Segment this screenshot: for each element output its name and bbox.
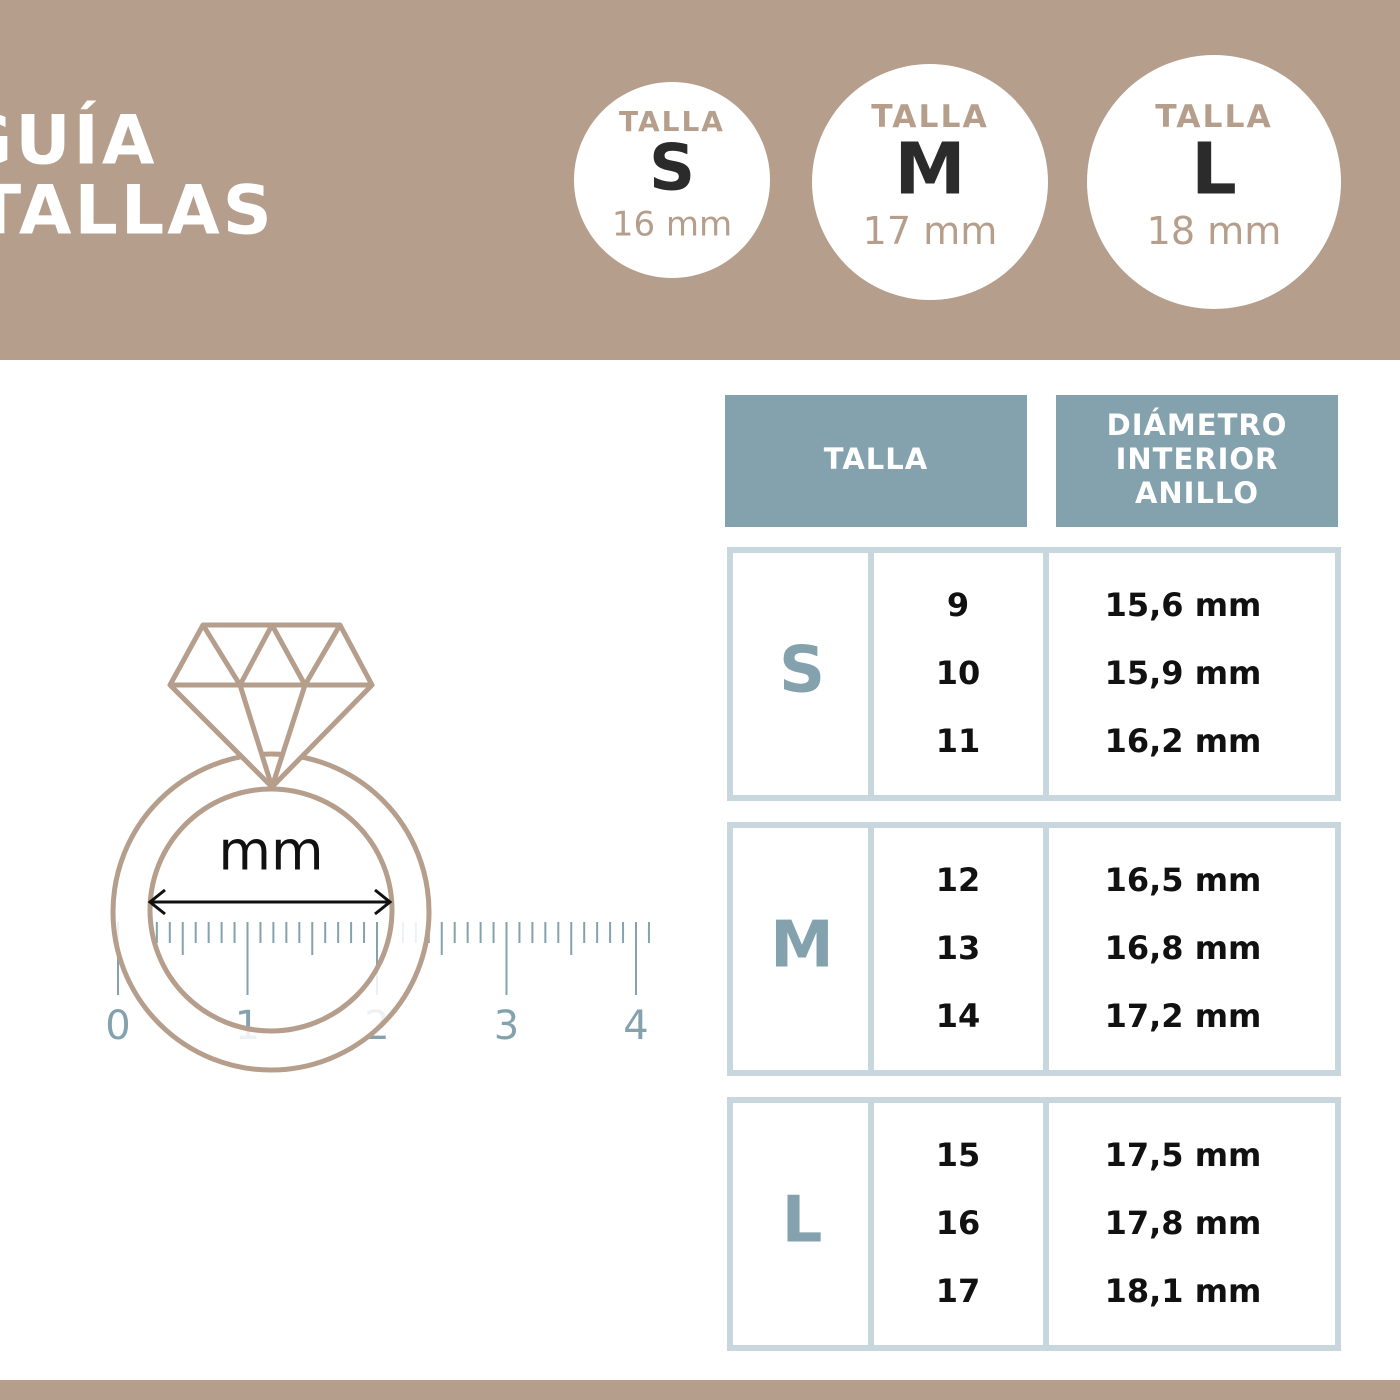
group-box (727, 1097, 1341, 1351)
measure-label: mm (218, 820, 323, 883)
badge-diameter: 18 mm (1147, 209, 1282, 253)
badge-size: L (1191, 127, 1237, 211)
ring-band (110, 751, 432, 1073)
ring-size: 11 (936, 722, 981, 760)
header-text: TALLA (824, 442, 928, 476)
ring-size: 16 (936, 1204, 981, 1242)
ring-diameter: 17,8 mm (1105, 1204, 1262, 1242)
ring-size: 14 (936, 997, 981, 1035)
ring-diameter: 16,5 mm (1105, 861, 1262, 899)
size-badge (812, 64, 1048, 300)
title-line: GUÍA (0, 101, 157, 181)
measure-arrow (147, 888, 393, 916)
ring-diameter: 15,6 mm (1105, 586, 1262, 624)
group-box (727, 822, 1341, 1076)
group-box (727, 547, 1341, 801)
ring-diameter: 16,2 mm (1105, 722, 1262, 760)
badge-diameter: 17 mm (863, 209, 998, 253)
ring-diameter: 17,5 mm (1105, 1136, 1262, 1174)
group-size: L (782, 1184, 823, 1258)
ruler-label: 4 (623, 1003, 648, 1049)
header-text: ANILLO (1135, 476, 1259, 510)
size-badge (574, 82, 770, 278)
badge-diameter: 16 mm (612, 205, 732, 245)
table-header (725, 395, 1027, 527)
title-line: DE TALLAS (0, 172, 275, 251)
badge-size: M (894, 127, 965, 211)
badge-label: TALLA (619, 105, 725, 138)
ring-diameter: 16,8 mm (1105, 929, 1262, 967)
header-text: INTERIOR (1116, 442, 1279, 476)
ruler-label: 0 (105, 1003, 130, 1049)
footer-band (0, 1380, 1400, 1400)
ring-size: 17 (936, 1272, 981, 1310)
ring-diameter: 17,2 mm (1105, 997, 1262, 1035)
header-text: DIÁMETRO (1107, 408, 1288, 442)
ring-size: 9 (947, 586, 969, 624)
ruler-label: 3 (494, 1003, 519, 1049)
badge-size: S (649, 132, 695, 206)
ring-diameter: 15,9 mm (1105, 654, 1262, 692)
badge-label: TALLA (871, 99, 988, 135)
group-size: M (770, 909, 834, 983)
ring-size: 10 (936, 654, 981, 692)
ring-size: 15 (936, 1136, 981, 1174)
group-size: S (779, 634, 825, 708)
ring-size: 12 (936, 861, 981, 899)
ring-diameter: 18,1 mm (1105, 1272, 1262, 1310)
badge-label: TALLA (1155, 99, 1272, 135)
ring-size: 13 (936, 929, 981, 967)
diamond (167, 622, 375, 790)
size-badge (1087, 55, 1341, 309)
table-header (1056, 395, 1338, 527)
